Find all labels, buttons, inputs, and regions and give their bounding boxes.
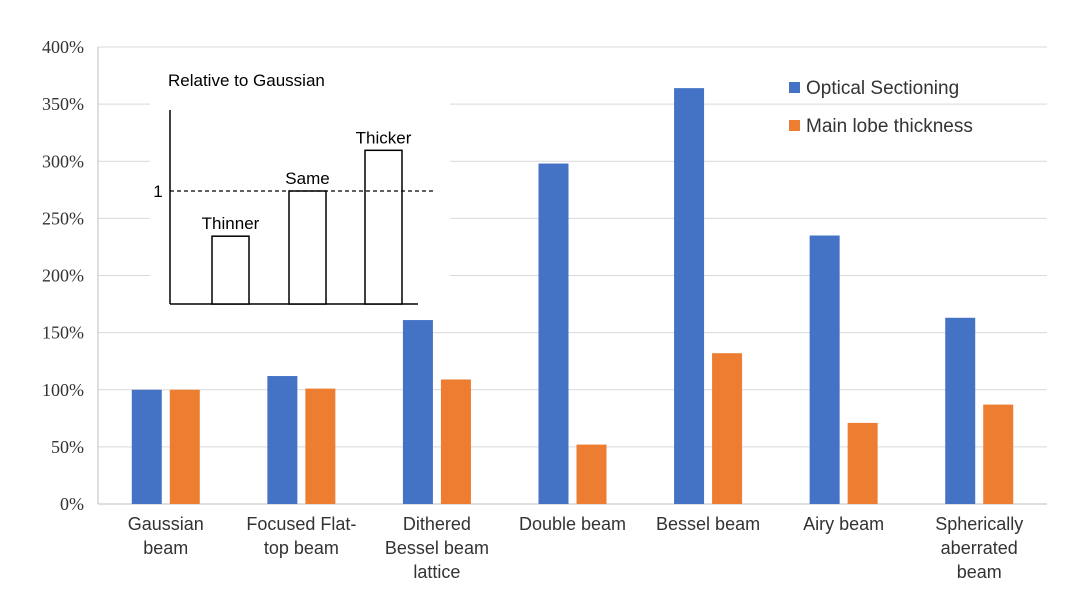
x-tick-label: Dithered Bessel beam lattice	[385, 514, 489, 582]
inset-reference-label: 1	[153, 182, 162, 201]
bar-optical-sectioning	[809, 235, 840, 504]
inset-diagram: Relative to Gaussian Thinner Same Thicker 1	[150, 60, 450, 318]
legend-swatch	[789, 120, 800, 131]
legend-label: Main lobe thickness	[806, 116, 973, 137]
x-tick-label: Spherically aberrated beam	[935, 514, 1023, 582]
y-tick-label: 300%	[42, 151, 84, 171]
bar-main-lobe-thickness	[712, 353, 743, 504]
inset-bar-label: Thicker	[356, 128, 412, 147]
bar-optical-sectioning	[945, 317, 976, 504]
bar-main-lobe-thickness	[305, 388, 336, 504]
bars	[131, 88, 1014, 504]
x-tick-label: Gaussian beam	[128, 514, 204, 558]
y-tick-label: 100%	[42, 380, 84, 400]
x-tick-label: Focused Flat-top beam	[246, 514, 356, 558]
inset-bar-thinner	[211, 235, 250, 305]
inset-bar-thicker	[364, 149, 403, 305]
y-tick-label: 250%	[42, 208, 84, 228]
legend: Optical Sectioning Main lobe thickness	[789, 78, 973, 137]
y-axis: 0% 50% 100% 150% 200% 250% 300% 350% 400%	[42, 37, 1047, 514]
bar-main-lobe-thickness	[576, 444, 607, 504]
bar-optical-sectioning	[402, 320, 433, 504]
bar-main-lobe-thickness	[847, 422, 878, 504]
bar-optical-sectioning	[267, 376, 298, 504]
legend-swatch	[789, 82, 800, 93]
inset-bar-same	[288, 190, 327, 305]
x-tick-label: Airy beam	[803, 514, 884, 534]
inset-title: Relative to Gaussian	[168, 71, 325, 90]
bar-main-lobe-thickness	[169, 389, 200, 504]
x-axis: Gaussian beam Focused Flat-top beam Dithere…	[128, 514, 1023, 582]
x-tick-label: Bessel beam	[656, 514, 760, 534]
inset-bar-label: Thinner	[202, 214, 260, 233]
inset-bar-label: Same	[285, 169, 329, 188]
bar-optical-sectioning	[538, 163, 569, 504]
y-tick-label: 400%	[42, 37, 84, 57]
bar-main-lobe-thickness	[440, 379, 471, 504]
bar-optical-sectioning	[131, 389, 162, 504]
bar-optical-sectioning	[674, 88, 705, 504]
y-tick-label: 350%	[42, 94, 84, 114]
x-tick-label: Double beam	[519, 514, 626, 534]
y-tick-label: 50%	[51, 437, 84, 457]
y-tick-label: 150%	[42, 323, 84, 343]
bar-main-lobe-thickness	[983, 404, 1014, 504]
y-tick-label: 0%	[60, 494, 84, 514]
y-tick-label: 200%	[42, 266, 84, 286]
legend-label: Optical Sectioning	[806, 78, 959, 99]
